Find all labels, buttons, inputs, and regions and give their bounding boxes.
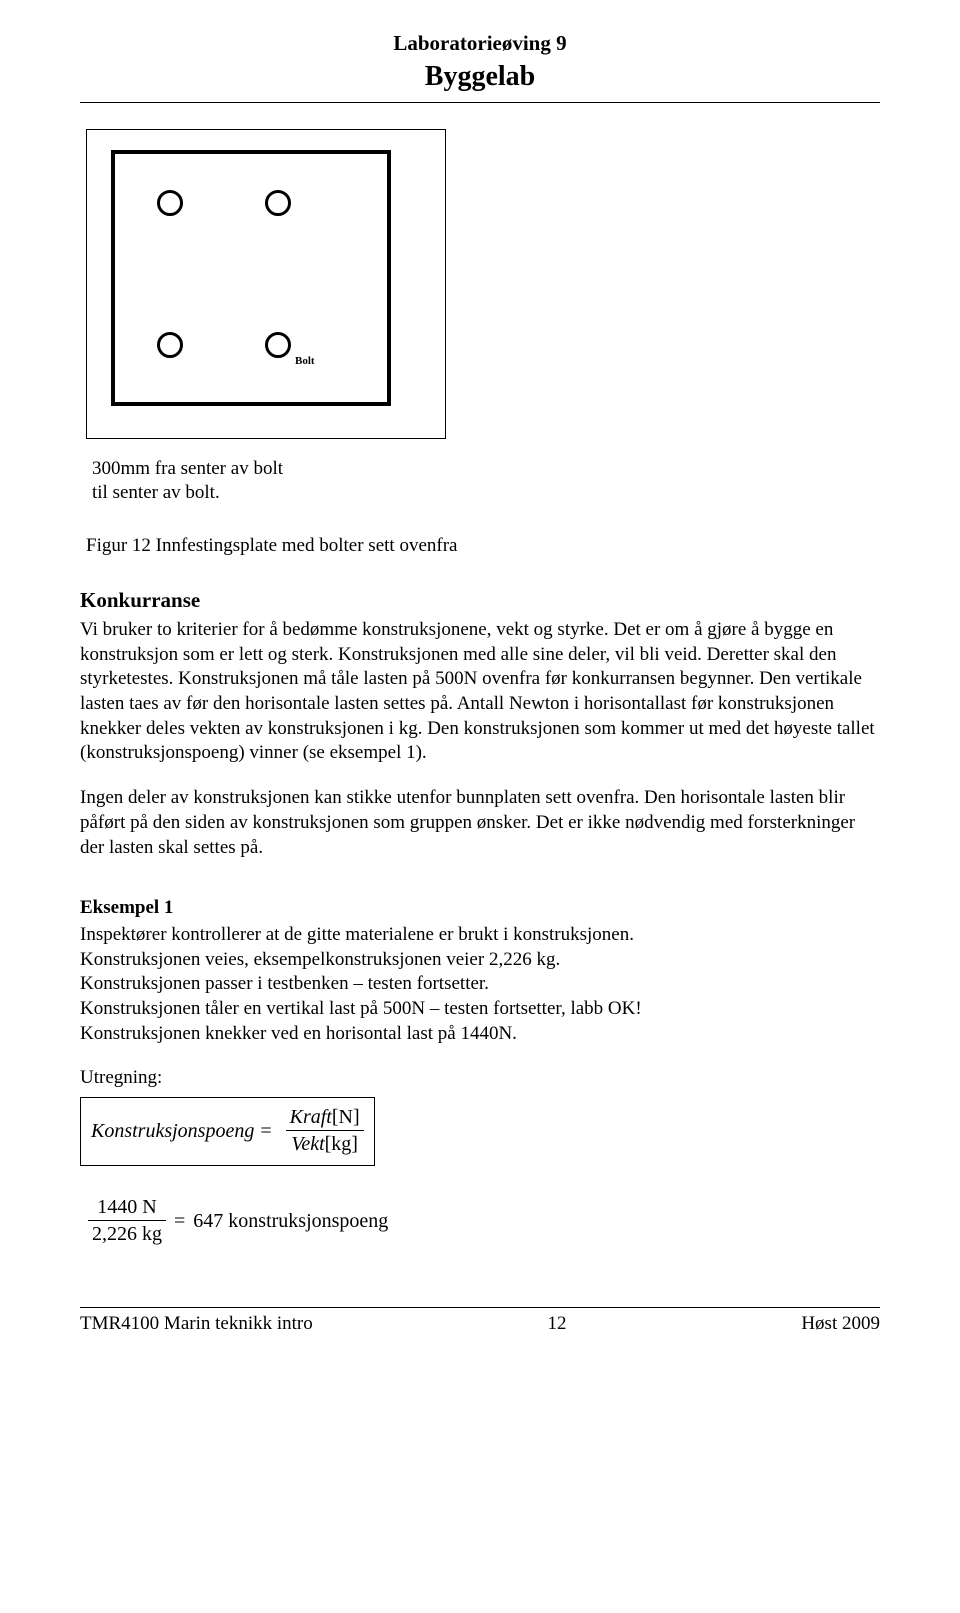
formula-den-word: Vekt bbox=[291, 1133, 324, 1155]
footer-rule bbox=[80, 1307, 880, 1308]
figure-dimension-caption: 300mm fra senter av bolt til senter av b… bbox=[92, 457, 880, 506]
caption-line-1: 300mm fra senter av bolt bbox=[92, 457, 880, 482]
calc-denominator: 2,226 kg bbox=[88, 1221, 166, 1247]
calc-num-value: 1440 N bbox=[97, 1196, 156, 1218]
eksempel-line: Konstruksjonen passer i testbenken – tes… bbox=[80, 972, 880, 997]
calc-den-value: 2,226 kg bbox=[92, 1223, 162, 1245]
footer-left: TMR4100 Marin teknikk intro bbox=[80, 1312, 313, 1337]
bolt-label: Bolt bbox=[295, 354, 315, 368]
eksempel-line: Inspektører kontrollerer at de gitte mat… bbox=[80, 923, 880, 948]
calc-equals: = bbox=[174, 1208, 185, 1234]
section-heading-eksempel: Eksempel 1 bbox=[80, 896, 880, 921]
figure-outer-box: Bolt bbox=[86, 129, 446, 439]
bolt-circle-icon bbox=[157, 332, 183, 358]
figure-title: Figur 12 Innfestingsplate med bolter set… bbox=[86, 534, 880, 559]
formula-num-unit: [N] bbox=[332, 1106, 360, 1128]
caption-line-2: til senter av bolt. bbox=[92, 481, 880, 506]
header-line-2: Byggelab bbox=[80, 59, 880, 95]
bolt-circle-icon bbox=[157, 190, 183, 216]
konkurranse-paragraph-2: Ingen deler av konstruksjonen kan stikke… bbox=[80, 786, 880, 860]
figure-inner-box: Bolt bbox=[111, 150, 391, 406]
formula-row: Konstruksjonspoeng = Kraft[N] Vekt[kg] bbox=[91, 1104, 364, 1157]
page-header: Laboratorieøving 9 Byggelab bbox=[80, 30, 880, 96]
eksempel-lines: Inspektører kontrollerer at de gitte mat… bbox=[80, 923, 880, 1046]
bolt-circle-icon bbox=[265, 190, 291, 216]
formula-denominator: Vekt[kg] bbox=[287, 1131, 362, 1157]
utregning-label: Utregning: bbox=[80, 1066, 880, 1091]
page-footer: TMR4100 Marin teknikk intro 12 Høst 2009 bbox=[80, 1312, 880, 1337]
formula-lhs: Konstruksjonspoeng bbox=[91, 1118, 254, 1144]
section-heading-konkurranse: Konkurranse bbox=[80, 587, 880, 614]
header-rule bbox=[80, 102, 880, 103]
calc-result: 647 konstruksjonspoeng bbox=[193, 1208, 388, 1234]
eksempel-line: Konstruksjonen tåler en vertikal last på… bbox=[80, 997, 880, 1022]
eksempel-line: Konstruksjonen veies, eksempelkonstruksj… bbox=[80, 948, 880, 973]
calc-fraction: 1440 N 2,226 kg bbox=[88, 1194, 166, 1247]
calculation-row: 1440 N 2,226 kg = 647 konstruksjonspoeng bbox=[80, 1194, 880, 1247]
header-line-1: Laboratorieøving 9 bbox=[80, 30, 880, 57]
formula-box: Konstruksjonspoeng = Kraft[N] Vekt[kg] bbox=[80, 1097, 375, 1166]
konkurranse-paragraph-1: Vi bruker to kriterier for å bedømme kon… bbox=[80, 618, 880, 766]
footer-right: Høst 2009 bbox=[801, 1312, 880, 1337]
eksempel-line: Konstruksjonen knekker ved en horisontal… bbox=[80, 1022, 880, 1047]
equals-sign: = bbox=[260, 1118, 271, 1144]
footer-page-number: 12 bbox=[548, 1312, 567, 1337]
formula-fraction: Kraft[N] Vekt[kg] bbox=[286, 1104, 364, 1157]
figure-block: Bolt 300mm fra senter av bolt til senter… bbox=[86, 129, 880, 559]
formula-den-unit: [kg] bbox=[325, 1133, 358, 1155]
bolt-circle-icon bbox=[265, 332, 291, 358]
calc-numerator: 1440 N bbox=[93, 1194, 160, 1220]
formula-num-word: Kraft bbox=[290, 1106, 332, 1128]
formula-numerator: Kraft[N] bbox=[286, 1104, 364, 1130]
